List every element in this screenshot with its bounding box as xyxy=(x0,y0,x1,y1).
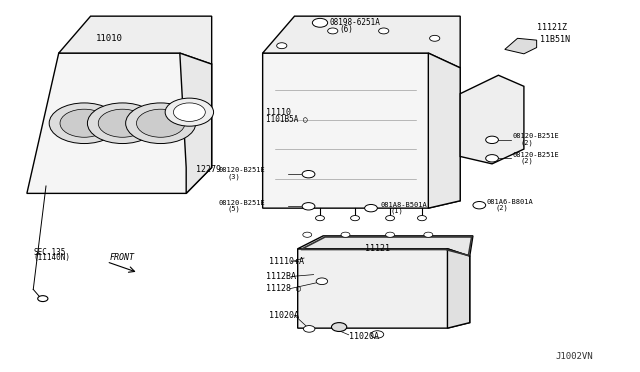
Text: 1101B5A ○: 1101B5A ○ xyxy=(266,114,307,123)
Polygon shape xyxy=(505,38,537,54)
Text: (5): (5) xyxy=(228,206,241,212)
Circle shape xyxy=(371,331,384,338)
Text: 11110: 11110 xyxy=(266,108,291,117)
Text: (2): (2) xyxy=(521,158,534,164)
Circle shape xyxy=(88,103,157,144)
Polygon shape xyxy=(298,249,470,328)
Circle shape xyxy=(99,109,147,137)
Polygon shape xyxy=(428,53,460,208)
Circle shape xyxy=(429,35,440,41)
Circle shape xyxy=(341,232,350,237)
Text: 11020A: 11020A xyxy=(349,332,379,341)
Text: 08120-B251E: 08120-B251E xyxy=(513,152,559,158)
Circle shape xyxy=(49,103,119,144)
Circle shape xyxy=(303,232,312,237)
Circle shape xyxy=(386,232,394,237)
Circle shape xyxy=(136,109,185,137)
Text: (6): (6) xyxy=(339,25,353,33)
Circle shape xyxy=(38,296,48,302)
Text: SEC.135: SEC.135 xyxy=(33,248,66,257)
Polygon shape xyxy=(262,53,460,208)
Circle shape xyxy=(386,215,394,221)
Text: 11110+A: 11110+A xyxy=(269,257,304,266)
Text: 08198-6251A: 08198-6251A xyxy=(330,18,380,27)
Circle shape xyxy=(312,18,328,27)
Text: J1002VN: J1002VN xyxy=(556,352,593,361)
Text: 12279: 12279 xyxy=(196,165,221,174)
Text: 11121: 11121 xyxy=(365,244,390,253)
Circle shape xyxy=(316,278,328,285)
Text: 08120-B251E: 08120-B251E xyxy=(513,133,559,139)
Circle shape xyxy=(303,326,315,332)
Circle shape xyxy=(302,170,315,178)
Circle shape xyxy=(351,215,360,221)
Circle shape xyxy=(473,202,486,209)
Circle shape xyxy=(173,103,205,121)
Polygon shape xyxy=(59,16,212,64)
Text: (11140N): (11140N) xyxy=(33,253,70,263)
Text: 08120-B251E: 08120-B251E xyxy=(218,167,265,173)
Circle shape xyxy=(332,323,347,331)
Circle shape xyxy=(486,136,499,144)
Text: 1112BA: 1112BA xyxy=(266,272,296,281)
Circle shape xyxy=(165,98,214,126)
Circle shape xyxy=(328,28,338,34)
Circle shape xyxy=(316,215,324,221)
Circle shape xyxy=(276,43,287,49)
Text: (2): (2) xyxy=(521,139,534,146)
Text: (3): (3) xyxy=(228,173,241,180)
Polygon shape xyxy=(447,249,470,328)
Polygon shape xyxy=(180,53,212,193)
Polygon shape xyxy=(298,236,473,256)
Text: 11128 ○: 11128 ○ xyxy=(266,283,301,292)
Text: FRONT: FRONT xyxy=(109,253,134,263)
Polygon shape xyxy=(460,75,524,164)
Text: 081A6-B801A: 081A6-B801A xyxy=(487,199,534,205)
Polygon shape xyxy=(262,16,460,68)
Text: (1): (1) xyxy=(390,208,403,214)
Circle shape xyxy=(417,215,426,221)
Text: 11010: 11010 xyxy=(96,34,123,43)
Circle shape xyxy=(60,109,108,137)
Text: 081A8-B501A: 081A8-B501A xyxy=(381,202,428,208)
Text: 11B51N: 11B51N xyxy=(540,35,570,44)
Text: 08120-B251E: 08120-B251E xyxy=(218,200,265,206)
Text: 11020A: 11020A xyxy=(269,311,299,320)
Polygon shape xyxy=(27,53,212,193)
Circle shape xyxy=(379,28,389,34)
Circle shape xyxy=(125,103,196,144)
Circle shape xyxy=(486,155,499,162)
Text: (2): (2) xyxy=(495,205,508,211)
Circle shape xyxy=(424,232,433,237)
Circle shape xyxy=(302,203,315,210)
Circle shape xyxy=(365,205,378,212)
Text: 11121Z: 11121Z xyxy=(537,23,566,32)
